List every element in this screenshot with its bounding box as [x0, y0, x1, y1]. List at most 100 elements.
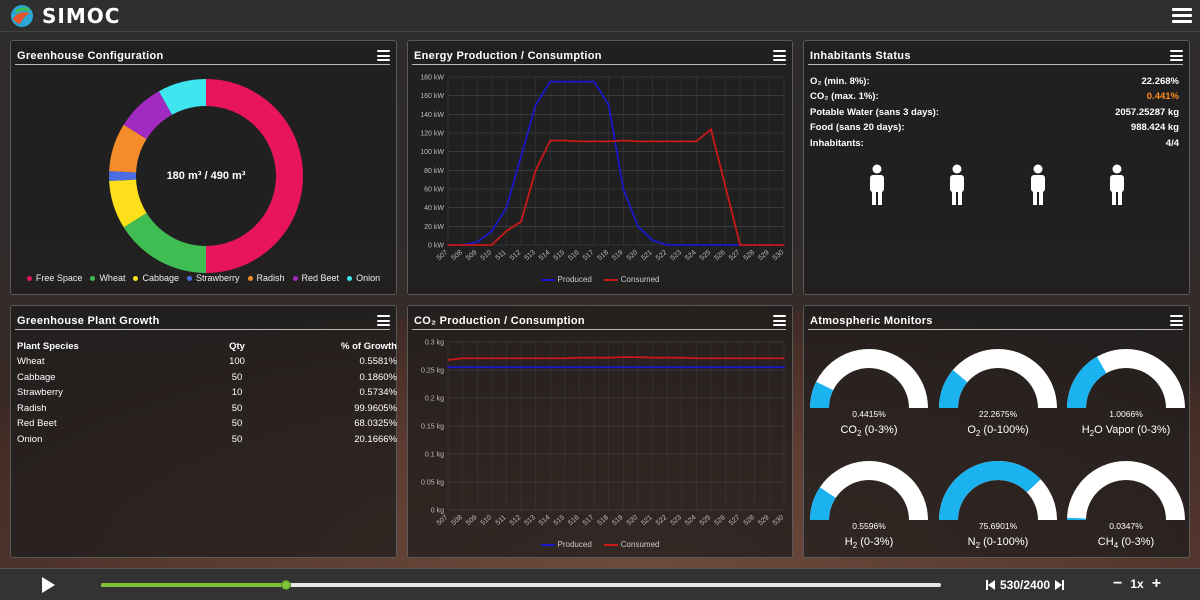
x-tick-label: 530	[772, 249, 786, 262]
x-tick-label: 529	[757, 514, 771, 527]
x-tick-label: 519	[611, 249, 625, 262]
x-tick-label: 507	[436, 514, 450, 527]
x-tick-label: 528	[743, 514, 757, 527]
co2-panel: CO₂ Production / Consumption 0 kg 0.05 kg…	[407, 305, 793, 558]
x-tick-label: 509	[465, 514, 479, 527]
x-tick-label: 507	[436, 249, 450, 262]
x-tick-label: 524	[684, 249, 698, 262]
panel-header: Greenhouse Configuration	[15, 47, 390, 65]
gauge-arc	[1067, 349, 1185, 408]
donut-slice-free-space[interactable]	[206, 79, 303, 273]
gauge-value: 22.2675%	[978, 409, 1018, 419]
legend-item[interactable]: Wheat	[90, 273, 125, 283]
panel-menu-icon[interactable]	[1170, 50, 1183, 61]
data-point	[637, 356, 639, 358]
panel-menu-icon[interactable]	[773, 315, 786, 326]
data-point	[666, 140, 668, 143]
data-point	[651, 356, 654, 359]
donut-slice-wheat[interactable]	[123, 213, 206, 273]
data-point	[622, 366, 625, 368]
data-point	[578, 140, 581, 143]
legend-label: Strawberry	[196, 273, 240, 283]
donut-svg	[109, 79, 303, 273]
data-point	[710, 366, 712, 368]
data-point	[534, 104, 537, 106]
legend-item[interactable]: Free Space	[26, 273, 82, 283]
data-point	[447, 359, 449, 361]
table-row: Onion 50 20.1666%	[17, 433, 397, 445]
data-point	[520, 366, 522, 368]
data-point	[695, 244, 698, 246]
donut-slice-onion[interactable]	[158, 79, 206, 115]
timeline-handle[interactable]	[280, 580, 291, 590]
gauge-label: CH4 (0-3%)	[1097, 536, 1155, 551]
atmos-panel: Atmospheric Monitors 0.4415% CO2 (0-3%) 22…	[803, 305, 1190, 558]
panel-menu-icon[interactable]	[377, 50, 390, 61]
legend-item[interactable]: Strawberry	[187, 273, 240, 283]
y-tick-label: 0.2 kg	[425, 396, 444, 403]
gauge-label: CO2 (0-3%)	[840, 424, 898, 439]
playback-bar: 530/2400 − 1x +	[0, 568, 1200, 600]
data-point	[578, 80, 581, 83]
data-point	[534, 169, 537, 172]
brand[interactable]: SIMOC	[10, 4, 120, 28]
legend-dot	[347, 275, 353, 281]
donut-slice-red-beet[interactable]	[123, 91, 173, 139]
data-point	[607, 104, 610, 106]
play-icon[interactable]	[42, 577, 55, 593]
main-menu-icon[interactable]	[1172, 8, 1192, 23]
x-tick-label: 522	[655, 249, 669, 262]
legend-dot	[26, 275, 32, 281]
legend-item[interactable]: Red Beet	[292, 273, 339, 283]
series-line-consumed	[447, 356, 784, 361]
x-tick-label: 516	[567, 514, 581, 527]
data-point	[768, 244, 771, 246]
speed-increase-icon[interactable]: +	[1151, 575, 1162, 592]
x-tick-label: 513	[523, 514, 537, 527]
gauge-track	[939, 349, 1057, 408]
data-point	[622, 188, 625, 190]
gauge-value: 1.0066%	[1109, 409, 1143, 419]
y-tick-label: 40 kW	[424, 205, 444, 212]
x-tick-label: 523	[670, 249, 684, 262]
data-point	[476, 366, 479, 368]
data-point	[578, 366, 581, 368]
legend-item[interactable]: Radish	[247, 273, 285, 283]
column-header: % of Growth	[341, 340, 397, 352]
data-point	[593, 366, 595, 368]
timeline-slider[interactable]	[101, 580, 941, 590]
speed-value: 1x	[1130, 577, 1144, 591]
donut-slice-strawberry[interactable]	[109, 171, 137, 181]
donut-legend: Free Space Wheat Cabbage Strawberry Radish Re…	[11, 273, 396, 283]
data-point	[637, 366, 639, 368]
y-tick-label: 0.3 kg	[425, 340, 444, 347]
legend-item[interactable]: Cabbage	[133, 273, 179, 283]
gauge-fill	[1067, 356, 1107, 408]
panel-menu-icon[interactable]	[1170, 315, 1183, 326]
panel-menu-icon[interactable]	[773, 50, 786, 61]
panel-menu-icon[interactable]	[377, 315, 390, 326]
x-tick-label: 520	[626, 514, 640, 527]
donut-slice-radish[interactable]	[109, 124, 147, 173]
gauge: 1.0066% H2O Vapor (0-3%)	[1066, 348, 1186, 448]
x-tick-label: 526	[713, 514, 727, 527]
legend-item[interactable]: Onion	[347, 273, 380, 283]
legend-produced: Produced	[540, 540, 592, 549]
data-point	[739, 366, 741, 368]
step-back-icon[interactable]	[986, 580, 995, 590]
gauge-arc	[810, 461, 928, 520]
energy-legend: Produced Consumed	[408, 275, 792, 284]
y-tick-label: 120 kW	[420, 131, 444, 138]
inhabitants-panel: Inhabitants Status O₂ (min. 8%): 22.268% …	[803, 40, 1190, 295]
panel-title: Inhabitants Status	[810, 49, 911, 62]
data-point	[461, 244, 464, 246]
speed-decrease-icon[interactable]: −	[1113, 575, 1123, 592]
data-point	[534, 357, 537, 360]
panel-header: CO₂ Production / Consumption	[412, 312, 786, 330]
simoc-logo	[11, 4, 33, 27]
step-forward-icon[interactable]	[1055, 580, 1065, 590]
gauge-fill	[810, 487, 836, 520]
legend-label: Cabbage	[142, 273, 179, 283]
co2-chart: 0 kg 0.05 kg 0.1 kg 0.15 kg 0.2 kg 0.25 kg 0.3…	[421, 340, 785, 528]
donut-slice-cabbage[interactable]	[109, 179, 147, 228]
